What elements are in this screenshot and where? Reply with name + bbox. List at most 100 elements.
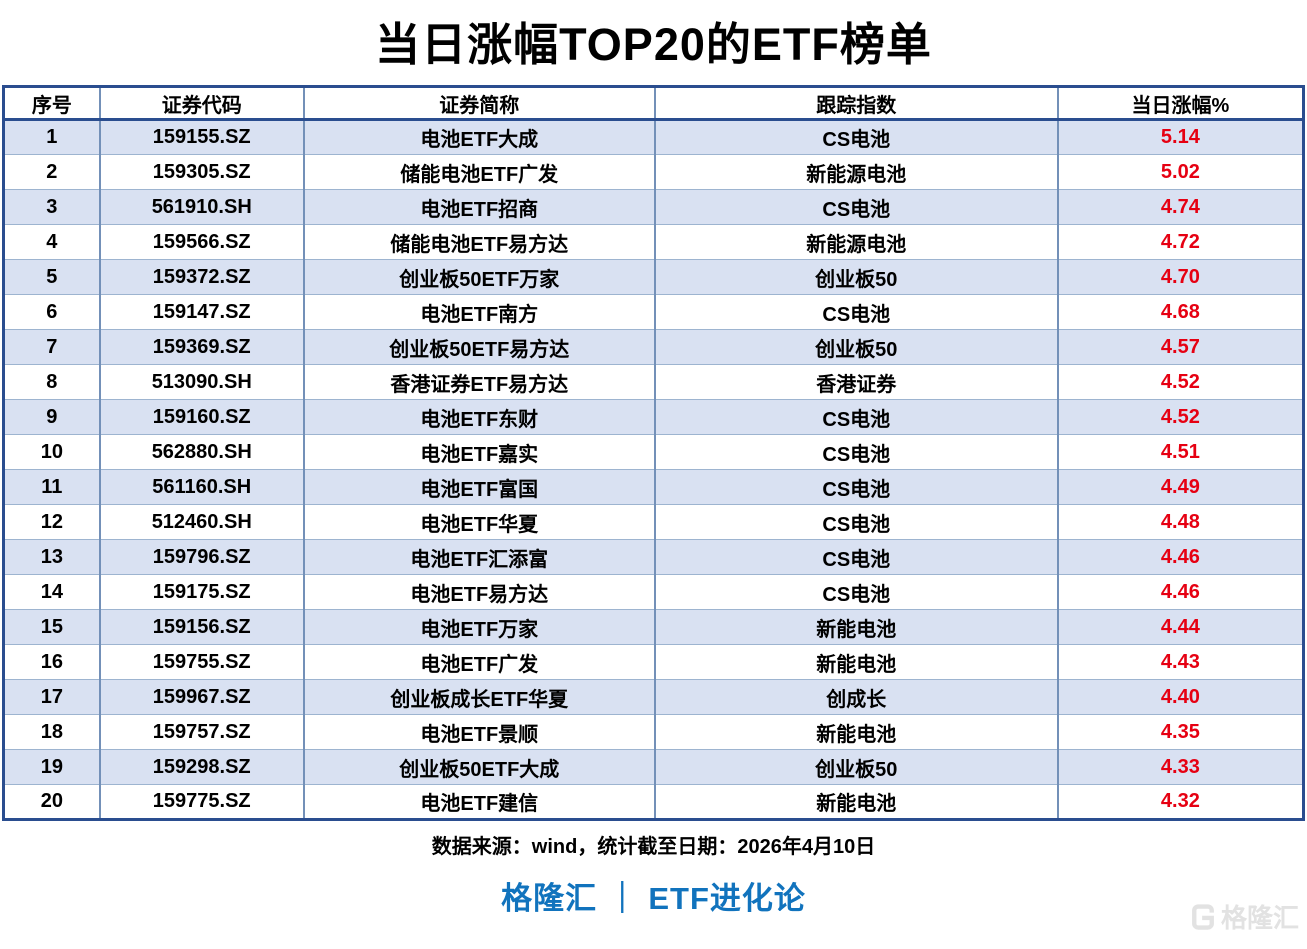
rank-cell: 16 [40, 650, 63, 673]
name-cell: 电池ETF嘉实 [302, 434, 655, 470]
index-cell: CS电池 [653, 539, 1058, 575]
name-cell: 电池ETF万家 [302, 609, 655, 645]
index-cell: 创成长 [653, 679, 1058, 715]
table-header-row: 序号 证券代码 证券简称 跟踪指数 当日涨幅% [3, 86, 1304, 120]
watermark: 格隆汇 [1189, 898, 1299, 935]
code-cell: 159175.SZ [98, 574, 304, 610]
index-cell: 新能电池 [653, 714, 1058, 750]
name-cell: 储能电池ETF广发 [302, 154, 655, 190]
change-cell: 5.14 [1056, 119, 1304, 155]
rank-cell: 11 [41, 475, 63, 498]
rank-cell: 6 [46, 300, 58, 323]
index-cell: 创业板50 [653, 749, 1058, 785]
table-row: 19 159298.SZ 创业板50ETF大成 创业板50 4.33 [3, 749, 1304, 785]
code-cell: 512460.SH [98, 504, 304, 540]
table-row: 12 512460.SH 电池ETF华夏 CS电池 4.48 [3, 504, 1304, 540]
change-cell: 4.32 [1056, 784, 1304, 820]
rank-cell: 10 [40, 440, 63, 463]
index-cell: CS电池 [653, 294, 1058, 330]
column-header-4: 当日涨幅% [1056, 86, 1304, 120]
change-cell: 4.46 [1056, 539, 1304, 575]
change-cell: 4.74 [1056, 189, 1304, 225]
index-cell: CS电池 [653, 574, 1058, 610]
table-row: 16 159755.SZ 电池ETF广发 新能电池 4.43 [3, 644, 1304, 680]
rank-cell: 3 [46, 195, 58, 218]
table-body: 1 159155.SZ 电池ETF大成 CS电池 5.14 2 159305.SZ 储能电池E… [3, 119, 1304, 820]
table-row: 13 159796.SZ 电池ETF汇添富 CS电池 4.46 [3, 539, 1304, 575]
rank-cell: 9 [46, 405, 58, 428]
change-cell: 4.48 [1056, 504, 1304, 540]
change-cell: 4.52 [1056, 364, 1304, 400]
rank-cell: 4 [46, 230, 58, 253]
etf-ranking-table: 序号 证券代码 证券简称 跟踪指数 当日涨幅% 1 159155.SZ 电池ETF大成 CS电… [2, 85, 1305, 821]
page-title: 当日涨幅TOP20的ETF榜单 [375, 19, 932, 70]
code-cell: 159305.SZ [98, 154, 304, 190]
change-cell: 4.40 [1056, 679, 1304, 715]
name-cell: 电池ETF景顺 [302, 714, 655, 750]
name-cell: 电池ETF南方 [302, 294, 655, 330]
code-cell: 159155.SZ [98, 119, 304, 155]
table-row: 6 159147.SZ 电池ETF南方 CS电池 4.68 [3, 294, 1304, 330]
rank-cell: 14 [40, 580, 63, 603]
code-cell: 159147.SZ [98, 294, 304, 330]
table-row: 15 159156.SZ 电池ETF万家 新能电池 4.44 [3, 609, 1304, 645]
column-header-0: 序号 [31, 94, 72, 117]
table-row: 8 513090.SH 香港证券ETF易方达 香港证券 4.52 [3, 364, 1304, 400]
name-cell: 创业板50ETF易方达 [302, 329, 655, 365]
data-source-note: 数据来源：wind，统计截至日期：2026年4月10日 [431, 836, 876, 858]
index-cell: CS电池 [653, 504, 1058, 540]
name-cell: 电池ETF汇添富 [302, 539, 655, 575]
code-cell: 159298.SZ [98, 749, 304, 785]
name-cell: 电池ETF建信 [302, 784, 655, 820]
change-cell: 5.02 [1056, 154, 1304, 190]
name-cell: 电池ETF易方达 [302, 574, 655, 610]
code-cell: 159369.SZ [98, 329, 304, 365]
index-cell: CS电池 [653, 434, 1058, 470]
table-row: 3 561910.SH 电池ETF招商 CS电池 4.74 [3, 189, 1304, 225]
column-header-3: 跟踪指数 [653, 86, 1058, 120]
table-row: 17 159967.SZ 创业板成长ETF华夏 创成长 4.40 [3, 679, 1304, 715]
table-row: 18 159757.SZ 电池ETF景顺 新能电池 4.35 [3, 714, 1304, 750]
code-cell: 159796.SZ [98, 539, 304, 575]
table-row: 11 561160.SH 电池ETF富国 CS电池 4.49 [3, 469, 1304, 505]
table-row: 10 562880.SH 电池ETF嘉实 CS电池 4.51 [3, 434, 1304, 470]
rank-cell: 19 [40, 755, 63, 778]
name-cell: 电池ETF华夏 [302, 504, 655, 540]
brand-line: 格隆汇 ｜ ETF进化论 [501, 881, 806, 916]
code-cell: 159566.SZ [98, 224, 304, 260]
rank-cell: 15 [40, 615, 63, 638]
code-cell: 159755.SZ [98, 644, 304, 680]
code-cell: 562880.SH [98, 434, 304, 470]
rank-cell: 20 [40, 790, 63, 812]
name-cell: 电池ETF东财 [302, 399, 655, 435]
rank-cell: 12 [40, 510, 63, 533]
change-cell: 4.70 [1056, 259, 1304, 295]
code-cell: 159156.SZ [98, 609, 304, 645]
table-row: 14 159175.SZ 电池ETF易方达 CS电池 4.46 [3, 574, 1304, 610]
name-cell: 创业板50ETF大成 [302, 749, 655, 785]
change-cell: 4.46 [1056, 574, 1304, 610]
table-row: 7 159369.SZ 创业板50ETF易方达 创业板50 4.57 [3, 329, 1304, 365]
name-cell: 创业板50ETF万家 [302, 259, 655, 295]
index-cell: CS电池 [653, 119, 1058, 155]
change-cell: 4.49 [1056, 469, 1304, 505]
name-cell: 电池ETF大成 [302, 119, 655, 155]
code-cell: 159160.SZ [98, 399, 304, 435]
change-cell: 4.43 [1056, 644, 1304, 680]
page: 当日涨幅TOP20的ETF榜单 序号 证券代码 证券简称 跟踪指数 当日涨幅% 1 159… [0, 8, 1307, 933]
change-cell: 4.33 [1056, 749, 1304, 785]
name-cell: 创业板成长ETF华夏 [302, 679, 655, 715]
table-row: 1 159155.SZ 电池ETF大成 CS电池 5.14 [3, 119, 1304, 155]
code-cell: 561910.SH [98, 189, 304, 225]
code-cell: 513090.SH [98, 364, 304, 400]
name-cell: 储能电池ETF易方达 [302, 224, 655, 260]
change-cell: 4.52 [1056, 399, 1304, 435]
change-cell: 4.44 [1056, 609, 1304, 645]
column-header-1: 证券代码 [98, 86, 304, 120]
name-cell: 香港证券ETF易方达 [302, 364, 655, 400]
rank-cell: 18 [40, 720, 63, 743]
table-row: 9 159160.SZ 电池ETF东财 CS电池 4.52 [3, 399, 1304, 435]
table-row: 2 159305.SZ 储能电池ETF广发 新能源电池 5.02 [3, 154, 1304, 190]
table-row: 5 159372.SZ 创业板50ETF万家 创业板50 4.70 [3, 259, 1304, 295]
change-cell: 4.51 [1056, 434, 1304, 470]
